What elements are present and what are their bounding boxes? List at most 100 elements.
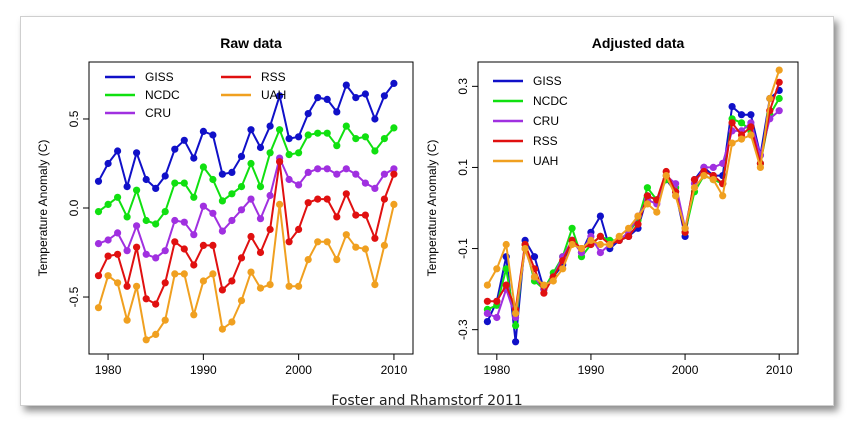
data-point-uah (540, 281, 548, 289)
data-point-uah (333, 256, 341, 264)
data-point-rss (276, 158, 284, 166)
data-point-rss (502, 281, 510, 289)
data-point-cru (314, 165, 322, 173)
data-point-uah (352, 243, 360, 251)
data-point-uah (662, 172, 670, 180)
data-point-cru (114, 229, 122, 237)
data-point-giss (171, 145, 179, 153)
data-point-uah (276, 200, 284, 208)
data-point-ncdc (390, 124, 398, 132)
data-point-cru (323, 165, 331, 173)
data-point-ncdc (352, 135, 360, 143)
data-point-uah (142, 336, 150, 344)
data-point-uah (247, 268, 255, 276)
data-point-rss (775, 78, 783, 86)
legend-label-rss: RSS (261, 70, 286, 84)
data-point-giss (314, 94, 322, 102)
data-point-uah (596, 240, 605, 249)
data-point-ncdc (94, 208, 103, 216)
data-point-ncdc (643, 184, 652, 192)
chart-panel-1: Raw data Temperature Anomaly (C) 1980 1990 2… (36, 35, 414, 377)
data-point-ncdc (171, 179, 179, 187)
data-point-rss (199, 241, 207, 249)
data-point-rss (237, 254, 246, 262)
data-point-rss (390, 170, 398, 178)
data-point-giss (342, 81, 350, 89)
data-point-giss (218, 170, 226, 178)
data-point-ncdc (285, 151, 293, 159)
chart-title: Adjusted data (592, 35, 685, 51)
data-point-uah (615, 232, 623, 240)
data-point-cru (180, 218, 188, 226)
y-tick-label: 0.1 (456, 159, 470, 176)
data-point-ncdc (123, 213, 131, 221)
legend-label-ncdc: NCDC (145, 88, 180, 102)
data-point-ncdc (266, 149, 274, 157)
data-point-uah (559, 265, 567, 273)
legend-label-cru: CRU (145, 106, 171, 120)
data-point-rss (171, 238, 179, 246)
data-point-cru (775, 107, 783, 115)
data-point-giss (94, 177, 103, 185)
data-point-ncdc (323, 129, 331, 137)
data-point-ncdc (114, 193, 122, 201)
data-point-rss (295, 225, 303, 233)
data-point-giss (180, 136, 188, 144)
data-point-uah (530, 273, 539, 281)
data-point-ncdc (775, 94, 783, 103)
data-point-cru (228, 216, 236, 225)
data-point-cru (304, 168, 312, 176)
data-point-ncdc (380, 135, 388, 143)
data-point-rss (94, 272, 103, 280)
data-point-rss (133, 243, 141, 251)
x-tick-label: 2010 (381, 363, 408, 377)
data-point-cru (123, 247, 131, 255)
data-point-giss (209, 131, 217, 139)
data-point-giss (142, 175, 150, 184)
data-point-cru (266, 191, 274, 200)
data-point-rss (634, 220, 642, 228)
data-point-rss (333, 213, 341, 221)
series-line-ncdc (487, 97, 781, 327)
data-point-ncdc (314, 129, 322, 137)
data-point-rss (266, 225, 274, 233)
y-tick-label: 0.3 (456, 78, 470, 95)
data-point-uah (653, 208, 661, 216)
data-point-uah (577, 245, 586, 253)
legend-label-giss: GISS (533, 74, 562, 88)
data-point-ncdc (142, 216, 150, 225)
data-point-uah (643, 200, 652, 208)
data-point-ncdc (180, 179, 188, 187)
data-point-rss (625, 232, 633, 240)
data-point-ncdc (199, 163, 207, 171)
data-point-rss (361, 211, 369, 219)
data-point-uah (94, 304, 103, 312)
data-point-giss (266, 122, 274, 130)
data-point-uah (587, 236, 595, 244)
data-point-giss (530, 253, 539, 261)
data-point-cru (247, 195, 255, 203)
data-point-cru (161, 247, 169, 255)
data-point-uah (719, 192, 727, 200)
data-point-uah (483, 281, 491, 289)
data-point-rss (304, 199, 312, 207)
data-point-giss (190, 154, 198, 162)
chart-title: Raw data (220, 35, 282, 51)
data-point-rss (342, 190, 350, 198)
data-point-cru (390, 165, 398, 173)
data-point-giss (285, 135, 293, 143)
data-point-uah (737, 135, 746, 143)
data-point-ncdc (152, 220, 160, 228)
data-point-uah (285, 282, 293, 290)
data-point-uah (218, 325, 226, 333)
data-point-cru (199, 202, 207, 210)
data-point-uah (152, 330, 160, 338)
x-tick-label: 2000 (672, 363, 699, 377)
data-point-rss (209, 241, 217, 249)
data-point-cru (352, 170, 360, 178)
x-tick-label: 1990 (578, 363, 605, 377)
data-point-uah (209, 270, 217, 278)
data-point-uah (123, 316, 131, 324)
data-point-giss (247, 126, 255, 134)
data-point-ncdc (133, 186, 141, 194)
